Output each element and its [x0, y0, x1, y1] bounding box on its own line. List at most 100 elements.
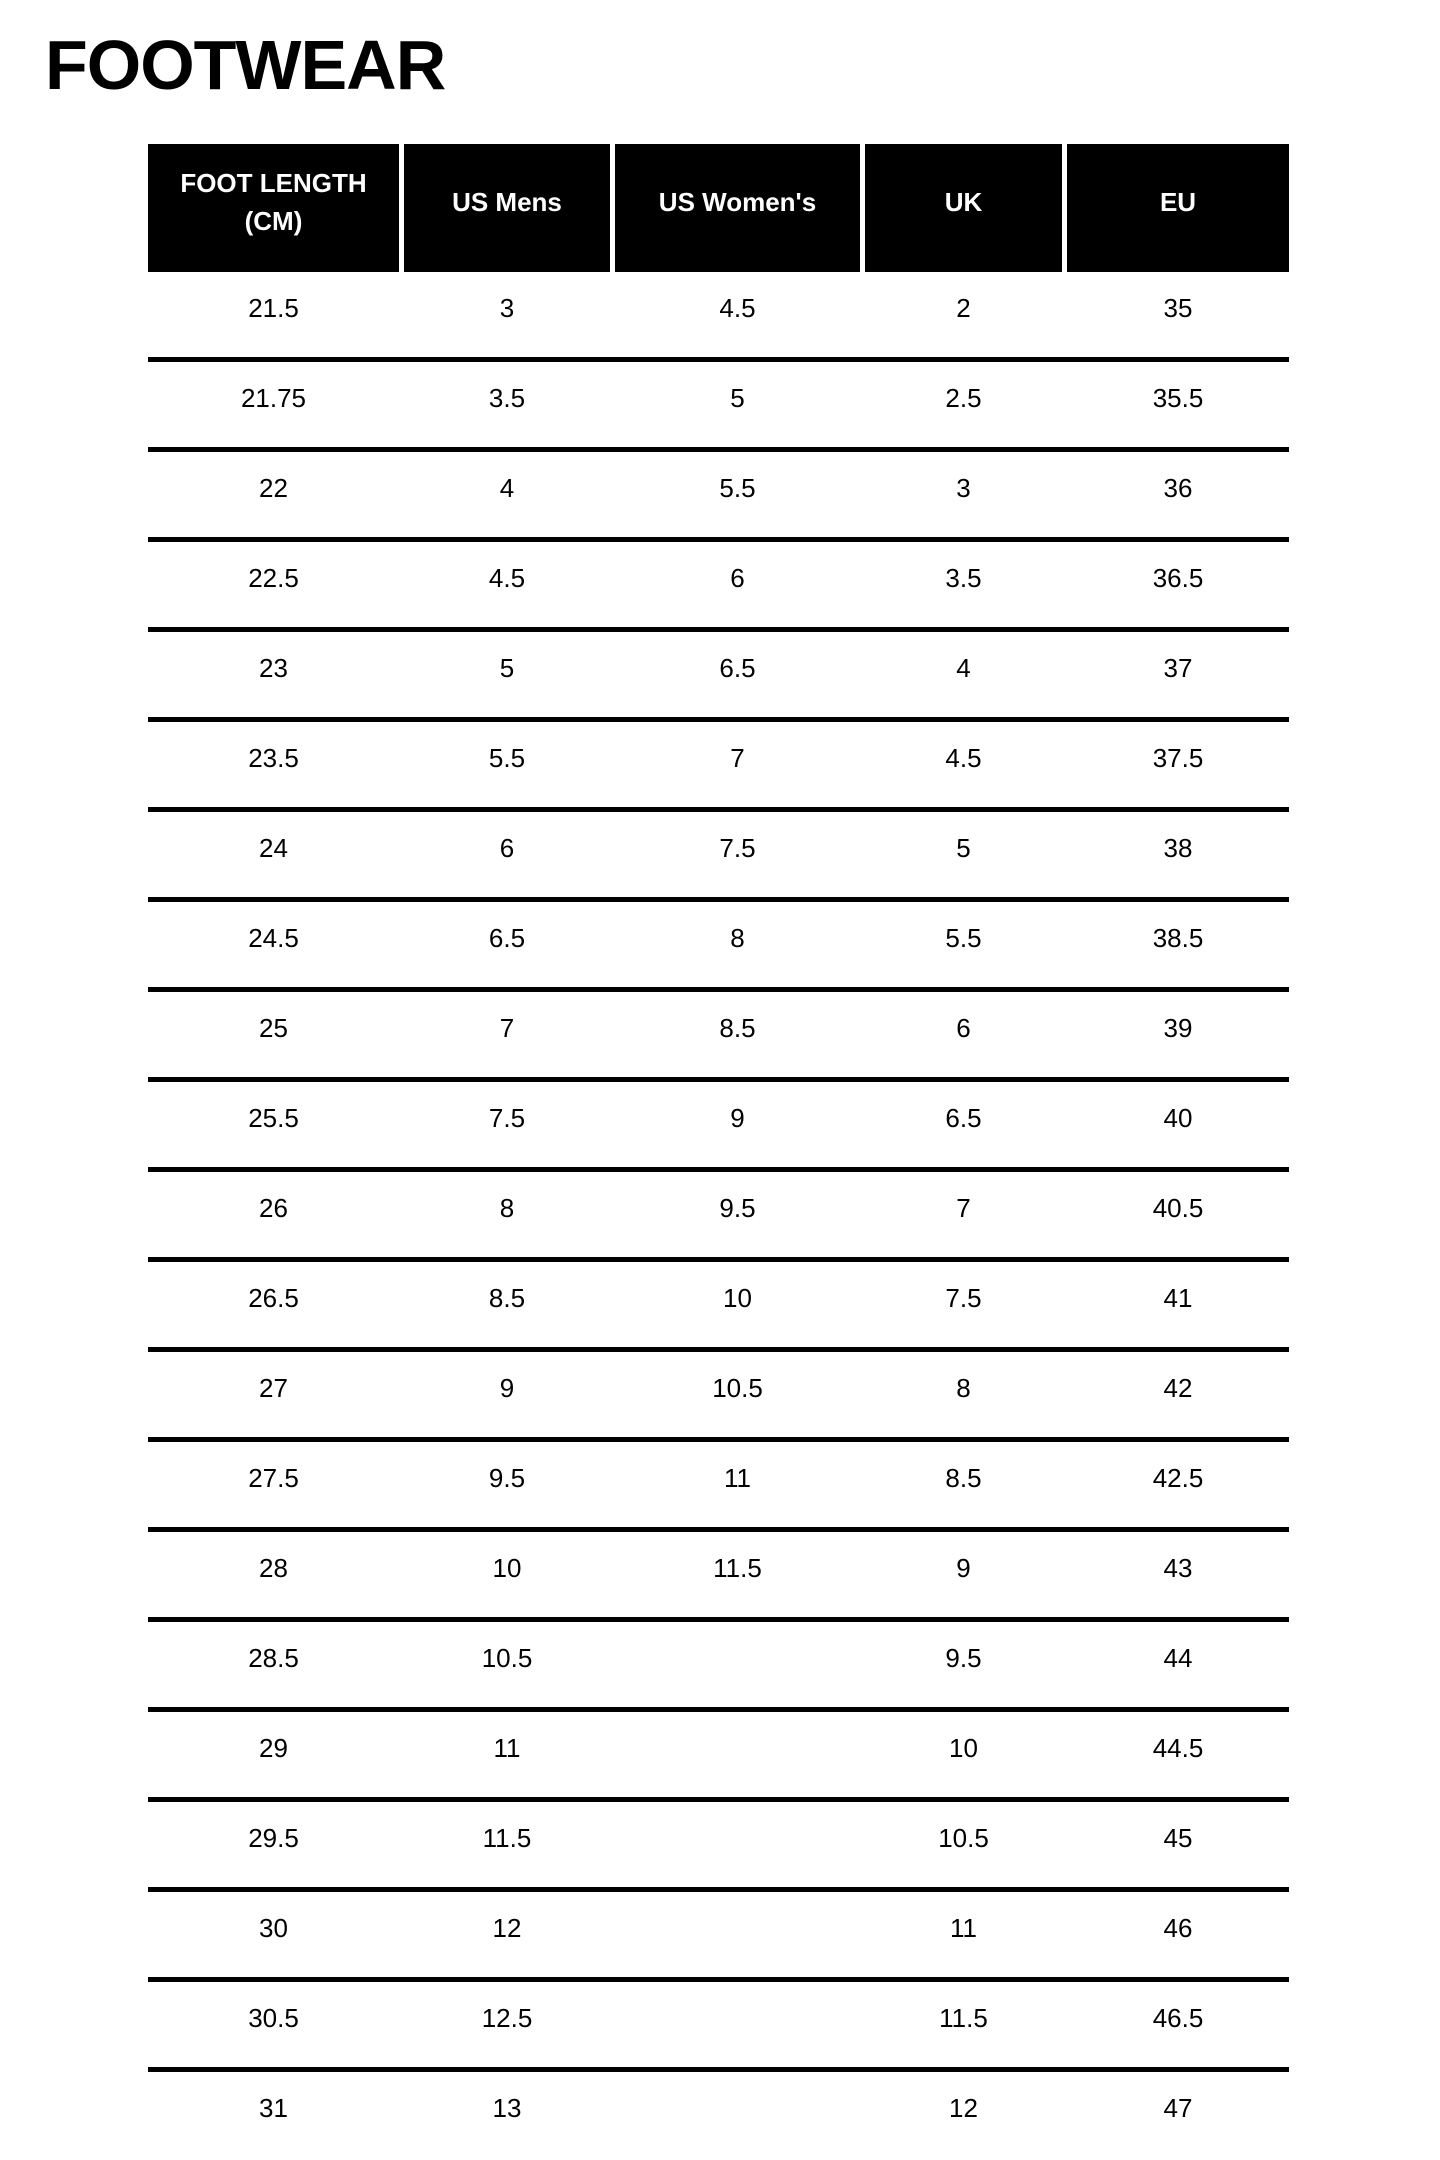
- table-row: 21.75 3.5 5 2.5 35.5: [148, 362, 1289, 452]
- table-row: 26.5 8.5 10 7.5 41: [148, 1262, 1289, 1352]
- table-cell-us-womens: 7.5: [719, 833, 756, 863]
- table-cell-us-womens: 11: [724, 1463, 751, 1493]
- table-cell-uk: 4.5: [945, 743, 982, 773]
- table-cell-us-womens: 7: [730, 743, 745, 773]
- table-cell-eu: 37.5: [1152, 743, 1204, 773]
- table-cell-us-womens: [615, 1712, 860, 1797]
- table-cell-us-mens: 5: [499, 653, 515, 683]
- table-header-row: FOOT LENGTH (CM) US Mens US Women's UK E…: [148, 144, 1289, 272]
- table-cell-us-mens: 4.5: [488, 563, 526, 593]
- table-cell-uk: 6.5: [945, 1103, 982, 1133]
- table-row: 24 6 7.5 5 38: [148, 812, 1289, 902]
- table-cell-eu: 36.5: [1152, 563, 1204, 593]
- table-cell-us-womens: 10.5: [712, 1373, 763, 1403]
- table-row: 25 7 8.5 6 39: [148, 992, 1289, 1082]
- table-cell-eu: 40: [1163, 1103, 1193, 1133]
- table-cell-eu: 38: [1163, 833, 1193, 863]
- table-cell-uk: 5.5: [945, 923, 982, 953]
- table-cell-foot-length: 27: [259, 1373, 288, 1403]
- table-cell-foot-length: 29: [259, 1733, 288, 1763]
- table-cell-us-mens: 12: [492, 1913, 522, 1943]
- table-row: 24.5 6.5 8 5.5 38.5: [148, 902, 1289, 992]
- table-cell-us-womens: [615, 1622, 860, 1707]
- table-cell-foot-length: 24.5: [248, 923, 299, 953]
- column-header-uk: UK: [865, 144, 1062, 272]
- table-cell-us-mens: 6: [499, 833, 515, 863]
- table-cell-eu: 38.5: [1152, 923, 1204, 953]
- table-cell-us-mens: 3.5: [488, 383, 526, 413]
- table-cell-eu: 36: [1163, 473, 1193, 503]
- table-cell-us-womens: [615, 2072, 860, 2157]
- table-cell-us-mens: 11.5: [482, 1823, 532, 1853]
- table-cell-uk: 9: [956, 1553, 971, 1583]
- table-cell-us-mens: 13: [492, 2093, 522, 2123]
- table-row: 23 5 6.5 4 37: [148, 632, 1289, 722]
- table-cell-us-mens: 10.5: [481, 1643, 533, 1673]
- table-cell-us-womens: 4.5: [719, 293, 756, 323]
- table-cell-foot-length: 28.5: [248, 1643, 299, 1673]
- table-row: 21.5 3 4.5 2 35: [148, 272, 1289, 362]
- table-row: 30.5 12.5 11.5 46.5: [148, 1982, 1289, 2072]
- table-cell-foot-length: 22: [259, 473, 288, 503]
- column-header-us-womens: US Women's: [615, 144, 860, 272]
- table-cell-us-womens: 8: [730, 923, 745, 953]
- table-row: 25.5 7.5 9 6.5 40: [148, 1082, 1289, 1172]
- table-cell-foot-length: 25: [259, 1013, 288, 1043]
- table-cell-foot-length: 31: [259, 2093, 288, 2123]
- table-cell-eu: 40.5: [1152, 1193, 1204, 1223]
- table-cell-uk: 2: [956, 293, 971, 323]
- table-row: 28 10 11.5 9 43: [148, 1532, 1289, 1622]
- table-cell-eu: 46.5: [1152, 2003, 1204, 2033]
- table-row: 29.5 11.5 10.5 45: [148, 1802, 1289, 1892]
- table-cell-us-mens: 12.5: [481, 2003, 533, 2033]
- table-cell-eu: 35: [1163, 293, 1193, 323]
- table-cell-us-mens: 8: [499, 1193, 515, 1223]
- table-cell-uk: 12: [949, 2093, 978, 2123]
- table-cell-us-mens: 7.5: [488, 1103, 526, 1133]
- table-cell-uk: 2.5: [945, 383, 982, 413]
- table-row: 27.5 9.5 11 8.5 42.5: [148, 1442, 1289, 1532]
- table-cell-foot-length: 28: [259, 1553, 288, 1583]
- table-cell-us-womens: 6.5: [719, 653, 756, 683]
- table-cell-us-womens: 9: [730, 1103, 745, 1133]
- table-cell-eu: 39: [1163, 1013, 1193, 1043]
- table-cell-foot-length: 24: [259, 833, 288, 863]
- table-cell-uk: 3.5: [945, 563, 982, 593]
- table-cell-us-womens: [615, 1892, 860, 1977]
- table-cell-eu: 46: [1163, 1913, 1193, 1943]
- table-cell-uk: 7: [956, 1193, 971, 1223]
- column-header-foot-length-cm: FOOT LENGTH (CM): [148, 144, 399, 272]
- table-cell-foot-length: 25.5: [248, 1103, 299, 1133]
- table-cell-foot-length: 23: [259, 653, 288, 683]
- table-body: 21.5 3 4.5 2 35 21.75 3.5 5 2.5 35.5 22 …: [148, 272, 1289, 2157]
- table-cell-foot-length: 29.5: [248, 1823, 299, 1853]
- table-cell-foot-length: 22.5: [248, 563, 299, 593]
- table-cell-us-mens: 4: [499, 473, 515, 503]
- table-cell-us-mens: 3: [499, 293, 515, 323]
- table-cell-eu: 47: [1163, 2093, 1193, 2123]
- table-cell-us-womens: 5.5: [719, 473, 756, 503]
- table-cell-us-womens: [615, 1802, 860, 1887]
- table-cell-us-mens: 7: [499, 1013, 515, 1043]
- table-cell-us-mens: 9: [499, 1373, 515, 1403]
- table-cell-uk: 4: [956, 653, 971, 683]
- table-cell-eu: 37: [1163, 653, 1193, 683]
- table-cell-us-womens: 11.5: [713, 1553, 762, 1583]
- table-row: 31 13 12 47: [148, 2072, 1289, 2157]
- table-cell-us-mens: 11: [493, 1733, 521, 1763]
- column-header-eu: EU: [1067, 144, 1289, 272]
- table-cell-eu: 41: [1163, 1283, 1193, 1313]
- table-cell-eu: 43: [1163, 1553, 1193, 1583]
- table-cell-uk: 6: [956, 1013, 971, 1043]
- table-cell-us-mens: 5.5: [488, 743, 526, 773]
- table-cell-eu: 35.5: [1152, 383, 1204, 413]
- table-cell-eu: 45: [1163, 1823, 1193, 1853]
- table-cell-uk: 8.5: [945, 1463, 982, 1493]
- table-cell-foot-length: 30: [259, 1913, 288, 1943]
- table-row: 23.5 5.5 7 4.5 37.5: [148, 722, 1289, 812]
- table-cell-us-womens: 6: [730, 563, 745, 593]
- table-cell-eu: 44: [1163, 1643, 1193, 1673]
- table-cell-foot-length: 27.5: [248, 1463, 299, 1493]
- table-row: 30 12 11 46: [148, 1892, 1289, 1982]
